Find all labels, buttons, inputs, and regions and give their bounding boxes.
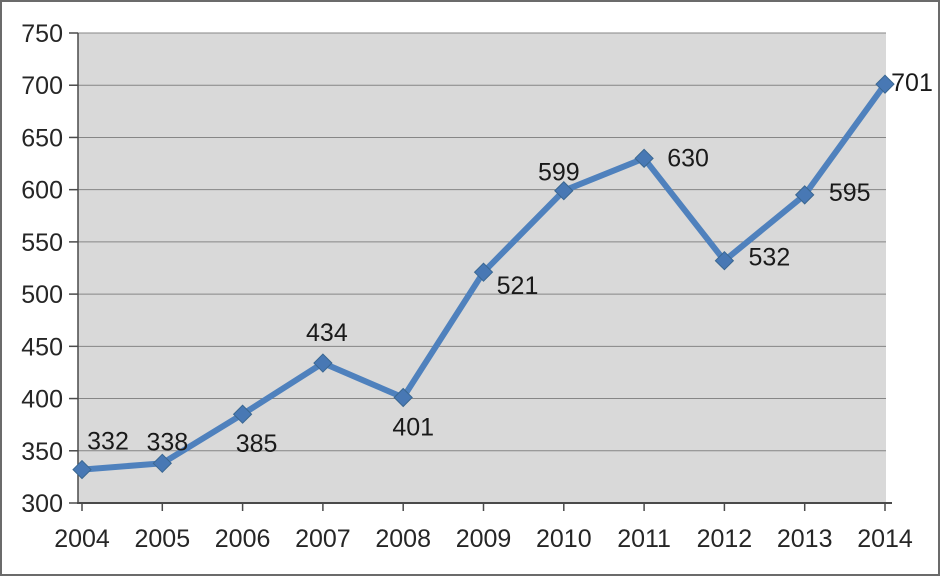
data-label: 434	[306, 319, 348, 347]
x-axis-label: 2007	[295, 525, 351, 553]
y-axis-tick-label: 750	[21, 20, 63, 48]
data-point-marker	[313, 353, 333, 373]
data-label: 595	[829, 179, 871, 207]
data-label: 599	[538, 159, 580, 187]
data-point-marker	[794, 185, 815, 205]
data-point-marker	[72, 459, 92, 480]
data-point-marker	[393, 387, 413, 408]
data-point-marker	[714, 250, 735, 271]
y-axis-tick-label: 450	[21, 333, 63, 361]
data-point-marker	[554, 181, 574, 201]
data-label: 385	[236, 430, 278, 458]
y-axis-tick-label: 500	[21, 281, 63, 309]
data-point-marker	[875, 74, 895, 94]
x-axis-label: 2005	[134, 525, 190, 553]
x-axis-label: 2008	[375, 525, 431, 553]
x-axis-label: 2011	[617, 525, 671, 553]
y-axis-tick-label: 550	[21, 229, 63, 257]
data-label: 532	[749, 244, 791, 272]
x-axis-label: 2013	[777, 525, 833, 553]
data-point-marker	[634, 148, 654, 169]
y-axis-tick-label: 650	[21, 124, 63, 152]
y-axis-tick-label: 600	[21, 177, 63, 205]
x-axis-label: 2009	[456, 525, 512, 553]
x-axis-label: 2014	[857, 525, 913, 553]
data-point-marker	[473, 262, 494, 282]
data-label: 338	[146, 428, 188, 456]
data-label: 701	[891, 69, 933, 97]
data-label: 332	[87, 428, 129, 456]
y-axis-tick-label: 700	[21, 72, 63, 100]
x-axis-label: 2006	[215, 525, 271, 553]
x-axis-label: 2010	[536, 525, 592, 553]
data-point-marker	[232, 404, 253, 424]
x-axis-label: 2004	[54, 525, 110, 553]
y-axis-tick-label: 400	[21, 386, 63, 414]
data-label: 521	[497, 272, 539, 300]
data-label: 401	[392, 414, 434, 442]
data-label: 630	[667, 144, 709, 172]
data-point-marker	[152, 453, 173, 474]
y-axis-tick-label: 350	[21, 438, 63, 466]
x-axis-label: 2012	[697, 525, 753, 553]
y-axis-tick-label: 300	[21, 490, 63, 518]
